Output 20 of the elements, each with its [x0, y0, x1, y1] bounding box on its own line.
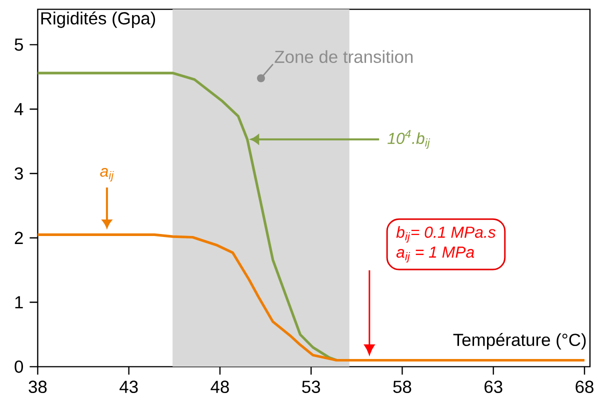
y-tick-label: 0 [14, 360, 24, 373]
text: a$_{ij}$ [100, 168, 114, 182]
y-axis-title: Rigidités (Gpa) [41, 11, 156, 28]
x-tick-label: 48 [210, 380, 229, 394]
text: 10$^{4}$.b$_{ij}$ [388, 130, 430, 149]
y-tick-label: 4 [14, 103, 24, 116]
x-tick-label: 68 [576, 380, 594, 394]
x-tick-label: 58 [393, 380, 412, 394]
x-tick-label: 63 [484, 380, 502, 394]
x-tick-label: 38 [28, 380, 47, 394]
annotation: b$_{ij}$= 0.1 MPa.s [396, 226, 496, 243]
band-label: Zone de transition [274, 50, 413, 64]
x-tick-label: 43 [120, 380, 138, 394]
y-tick-label: 3 [14, 167, 23, 180]
x-axis-title: Température (°C) [453, 333, 586, 350]
y-tick-label: 5 [14, 38, 23, 51]
annotation: a$_{ij}$ = 1 MPa [396, 246, 474, 263]
y-tick-label: 1 [15, 296, 23, 308]
x-tick-label: 53 [302, 380, 320, 394]
y-tick-label: 2 [14, 232, 23, 244]
